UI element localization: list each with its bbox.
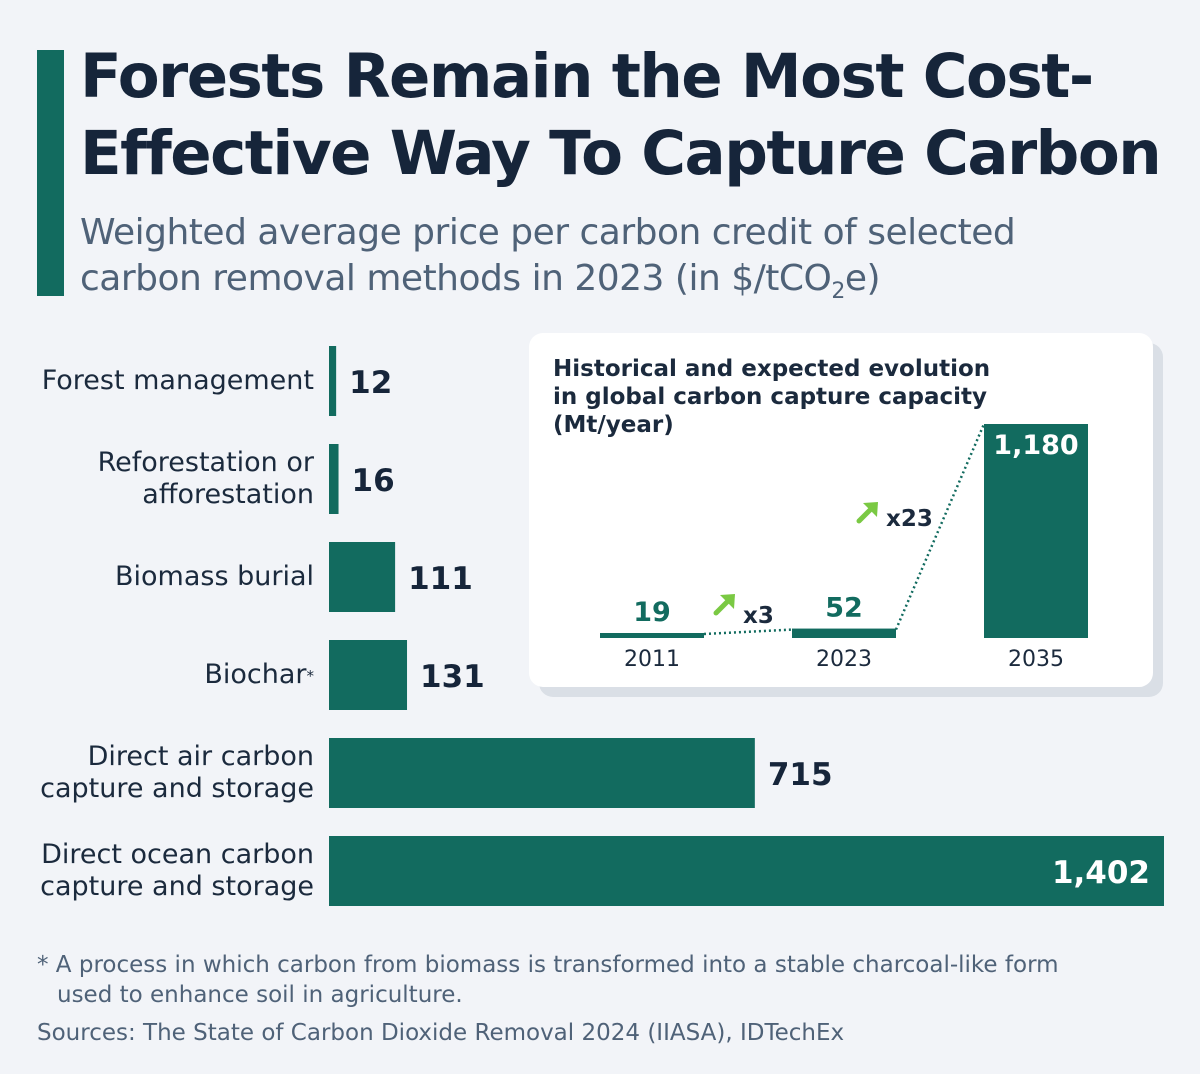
- growth-arrow-icon-0: [713, 594, 735, 616]
- bar-5: [329, 836, 1164, 906]
- bar-value-label-4: 715: [768, 757, 833, 793]
- footnote: * A process in which carbon from biomass…: [37, 950, 1137, 1010]
- inset-tick-label-0: 2011: [624, 647, 680, 672]
- footnote-line-2: used to enhance soil in agriculture.: [57, 982, 463, 1008]
- bar-value-label-2: 111: [408, 561, 473, 597]
- bar-4: [329, 738, 755, 808]
- category-label-text-5: Direct ocean carbon capture and storage: [40, 839, 314, 902]
- category-label-text-3: Biochar: [204, 659, 307, 690]
- inset-bar-1: [792, 628, 896, 638]
- title-accent-bar: [37, 50, 64, 296]
- growth-annotation-1: x23: [886, 506, 933, 532]
- bar-1: [329, 444, 339, 514]
- footnote-line-1: * A process in which carbon from biomass…: [37, 952, 1059, 978]
- subtitle-main: Weighted average price per carbon credit…: [80, 212, 1016, 299]
- category-label-0: Forest management: [14, 346, 314, 416]
- bar-2: [329, 542, 396, 612]
- bar-value-label-5: 1,402: [1052, 855, 1150, 891]
- bar-3: [329, 640, 408, 710]
- category-label-2: Biomass burial: [14, 542, 314, 612]
- inset-value-label-2: 1,180: [993, 430, 1078, 461]
- inset-bar-2: [984, 424, 1088, 638]
- bar-value-label-0: 12: [349, 365, 392, 401]
- category-label-1: Reforestation or afforestation: [14, 444, 314, 514]
- inset-connector-1: [894, 423, 986, 631]
- growth-annotation-0: x3: [743, 603, 774, 629]
- category-label-text-0: Forest management: [41, 365, 314, 396]
- inset-bar-chart: 2011 19 2023 52 2035 1,180 x3 x23: [600, 423, 1088, 672]
- subtitle-subscript: 2: [831, 279, 845, 305]
- inset-value-label-1: 52: [825, 593, 863, 624]
- inset-tick-label-1: 2023: [816, 647, 872, 672]
- inset-value-label-0: 19: [633, 597, 671, 628]
- subtitle-end: e): [844, 258, 881, 299]
- inset-tick-label-2: 2035: [1008, 647, 1064, 672]
- chart-title: Forests Remain the Most Cost-Effective W…: [80, 41, 1162, 189]
- category-footnote-mark-3: *: [306, 667, 315, 685]
- inset-bar-0: [600, 633, 704, 638]
- bar-value-label-1: 16: [352, 463, 395, 499]
- inset-panel: Historical and expected evolution in glo…: [529, 333, 1153, 687]
- chart-subtitle: Weighted average price per carbon credit…: [80, 210, 1080, 315]
- category-label-text-4: Direct air carbon capture and storage: [40, 741, 314, 804]
- bar-0: [329, 346, 337, 416]
- main-bar-chart: 12 16 111 131 715 1,402: [329, 346, 1164, 906]
- category-label-text-1: Reforestation or afforestation: [97, 447, 314, 510]
- category-label-3: Biochar *: [14, 640, 314, 710]
- bar-value-label-3: 131: [420, 659, 485, 695]
- growth-arrow-icon-1: [856, 502, 878, 524]
- inset-title: Historical and expected evolution in glo…: [553, 356, 991, 438]
- category-label-text-2: Biomass burial: [114, 561, 314, 592]
- inset-connector-0: [703, 628, 793, 636]
- sources: Sources: The State of Carbon Dioxide Rem…: [37, 1020, 845, 1046]
- category-label-4: Direct air carbon capture and storage: [14, 738, 314, 808]
- category-label-5: Direct ocean carbon capture and storage: [14, 836, 314, 906]
